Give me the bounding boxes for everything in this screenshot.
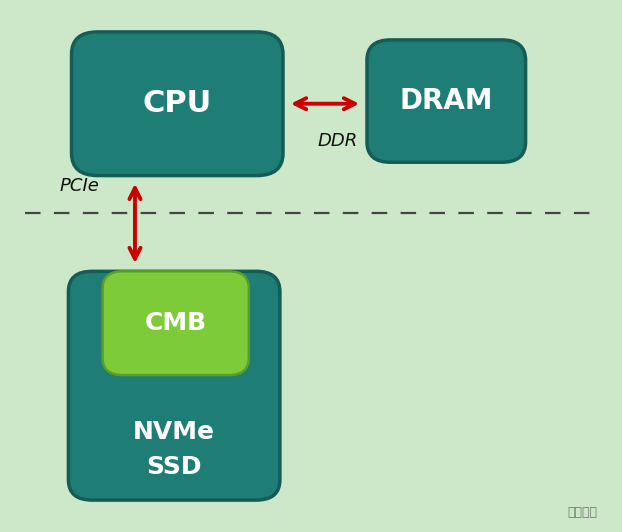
Text: DRAM: DRAM [399, 87, 493, 115]
Text: PCIe: PCIe [59, 177, 99, 195]
FancyBboxPatch shape [68, 271, 280, 500]
Text: CMB: CMB [145, 311, 207, 335]
Text: DDR: DDR [317, 132, 358, 150]
FancyBboxPatch shape [367, 40, 526, 162]
FancyBboxPatch shape [103, 271, 249, 375]
Text: NVMe
SSD: NVMe SSD [133, 420, 215, 479]
Text: 存储随笔: 存储随笔 [567, 506, 597, 519]
Text: CPU: CPU [142, 89, 212, 118]
FancyBboxPatch shape [72, 32, 283, 176]
